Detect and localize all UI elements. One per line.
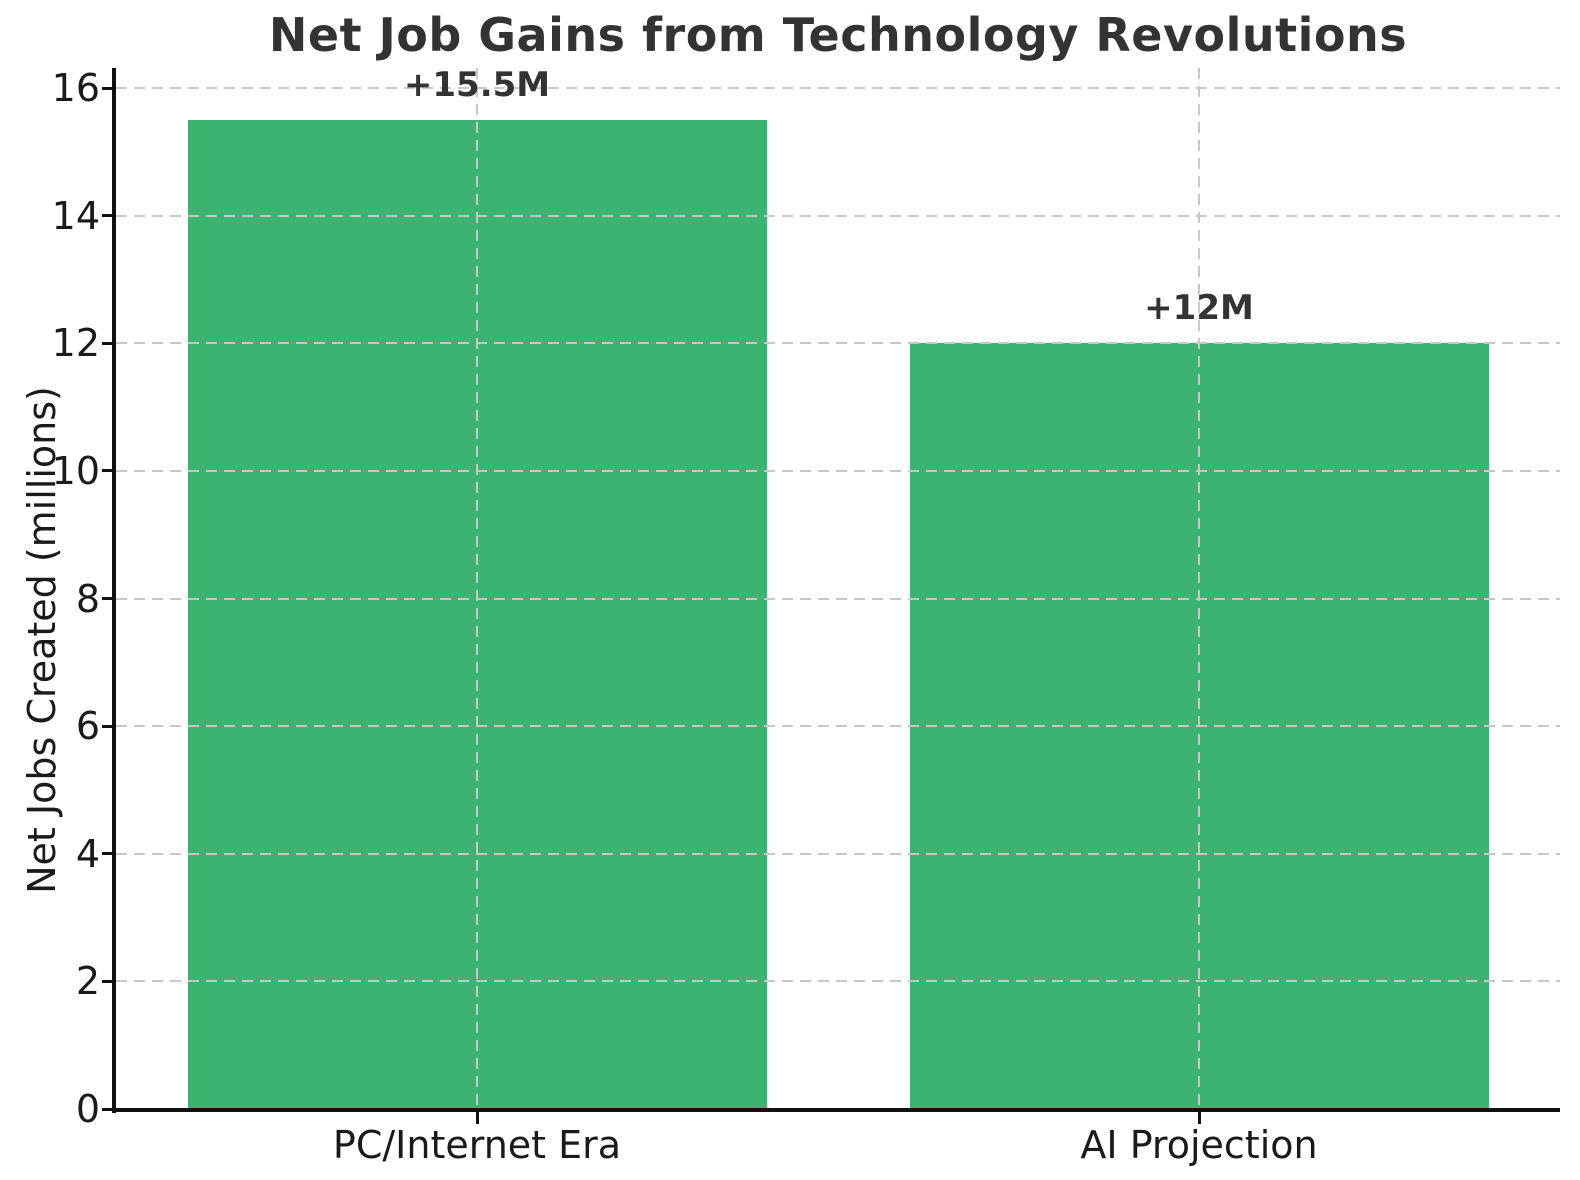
gridline-h (116, 342, 1560, 345)
y-axis-spine (112, 68, 116, 1113)
y-tick (102, 86, 116, 90)
gridline-h (116, 87, 1560, 89)
y-tick (102, 469, 116, 473)
gridline-h (116, 597, 1560, 600)
y-tick-label: 16 (51, 66, 100, 110)
bar-value-label: +12M (1144, 288, 1254, 329)
gridline-h (116, 214, 1560, 217)
y-tick (102, 1107, 116, 1111)
y-tick (102, 979, 116, 983)
x-tick (1197, 1112, 1201, 1124)
gridline-v (1198, 68, 1200, 1109)
gridline-h (116, 469, 1560, 472)
bar-value-label: +15.5M (403, 64, 551, 105)
gridline-v (476, 68, 478, 1109)
x-axis-spine (112, 1108, 1560, 1112)
gridline-h (116, 852, 1560, 855)
y-tick (102, 724, 116, 728)
y-tick-label: 10 (51, 448, 100, 493)
y-tick-label: 8 (75, 576, 100, 621)
y-tick-label: 0 (75, 1087, 100, 1131)
y-tick-label: 14 (51, 193, 100, 238)
x-tick-label: AI Projection (1080, 1123, 1318, 1167)
x-tick (475, 1112, 479, 1124)
gridline-h (116, 725, 1560, 728)
y-tick-label: 4 (75, 831, 100, 876)
y-tick (102, 214, 116, 218)
y-tick (102, 852, 116, 856)
chart-title: Net Job Gains from Technology Revolution… (268, 8, 1408, 62)
y-tick-label: 6 (75, 704, 100, 749)
gridline-h (116, 980, 1560, 983)
y-tick (102, 597, 116, 600)
y-tick (102, 341, 116, 345)
y-tick-label: 12 (51, 321, 100, 366)
y-tick-label: 2 (75, 959, 100, 1004)
x-tick-label: PC/Internet Era (332, 1123, 622, 1167)
